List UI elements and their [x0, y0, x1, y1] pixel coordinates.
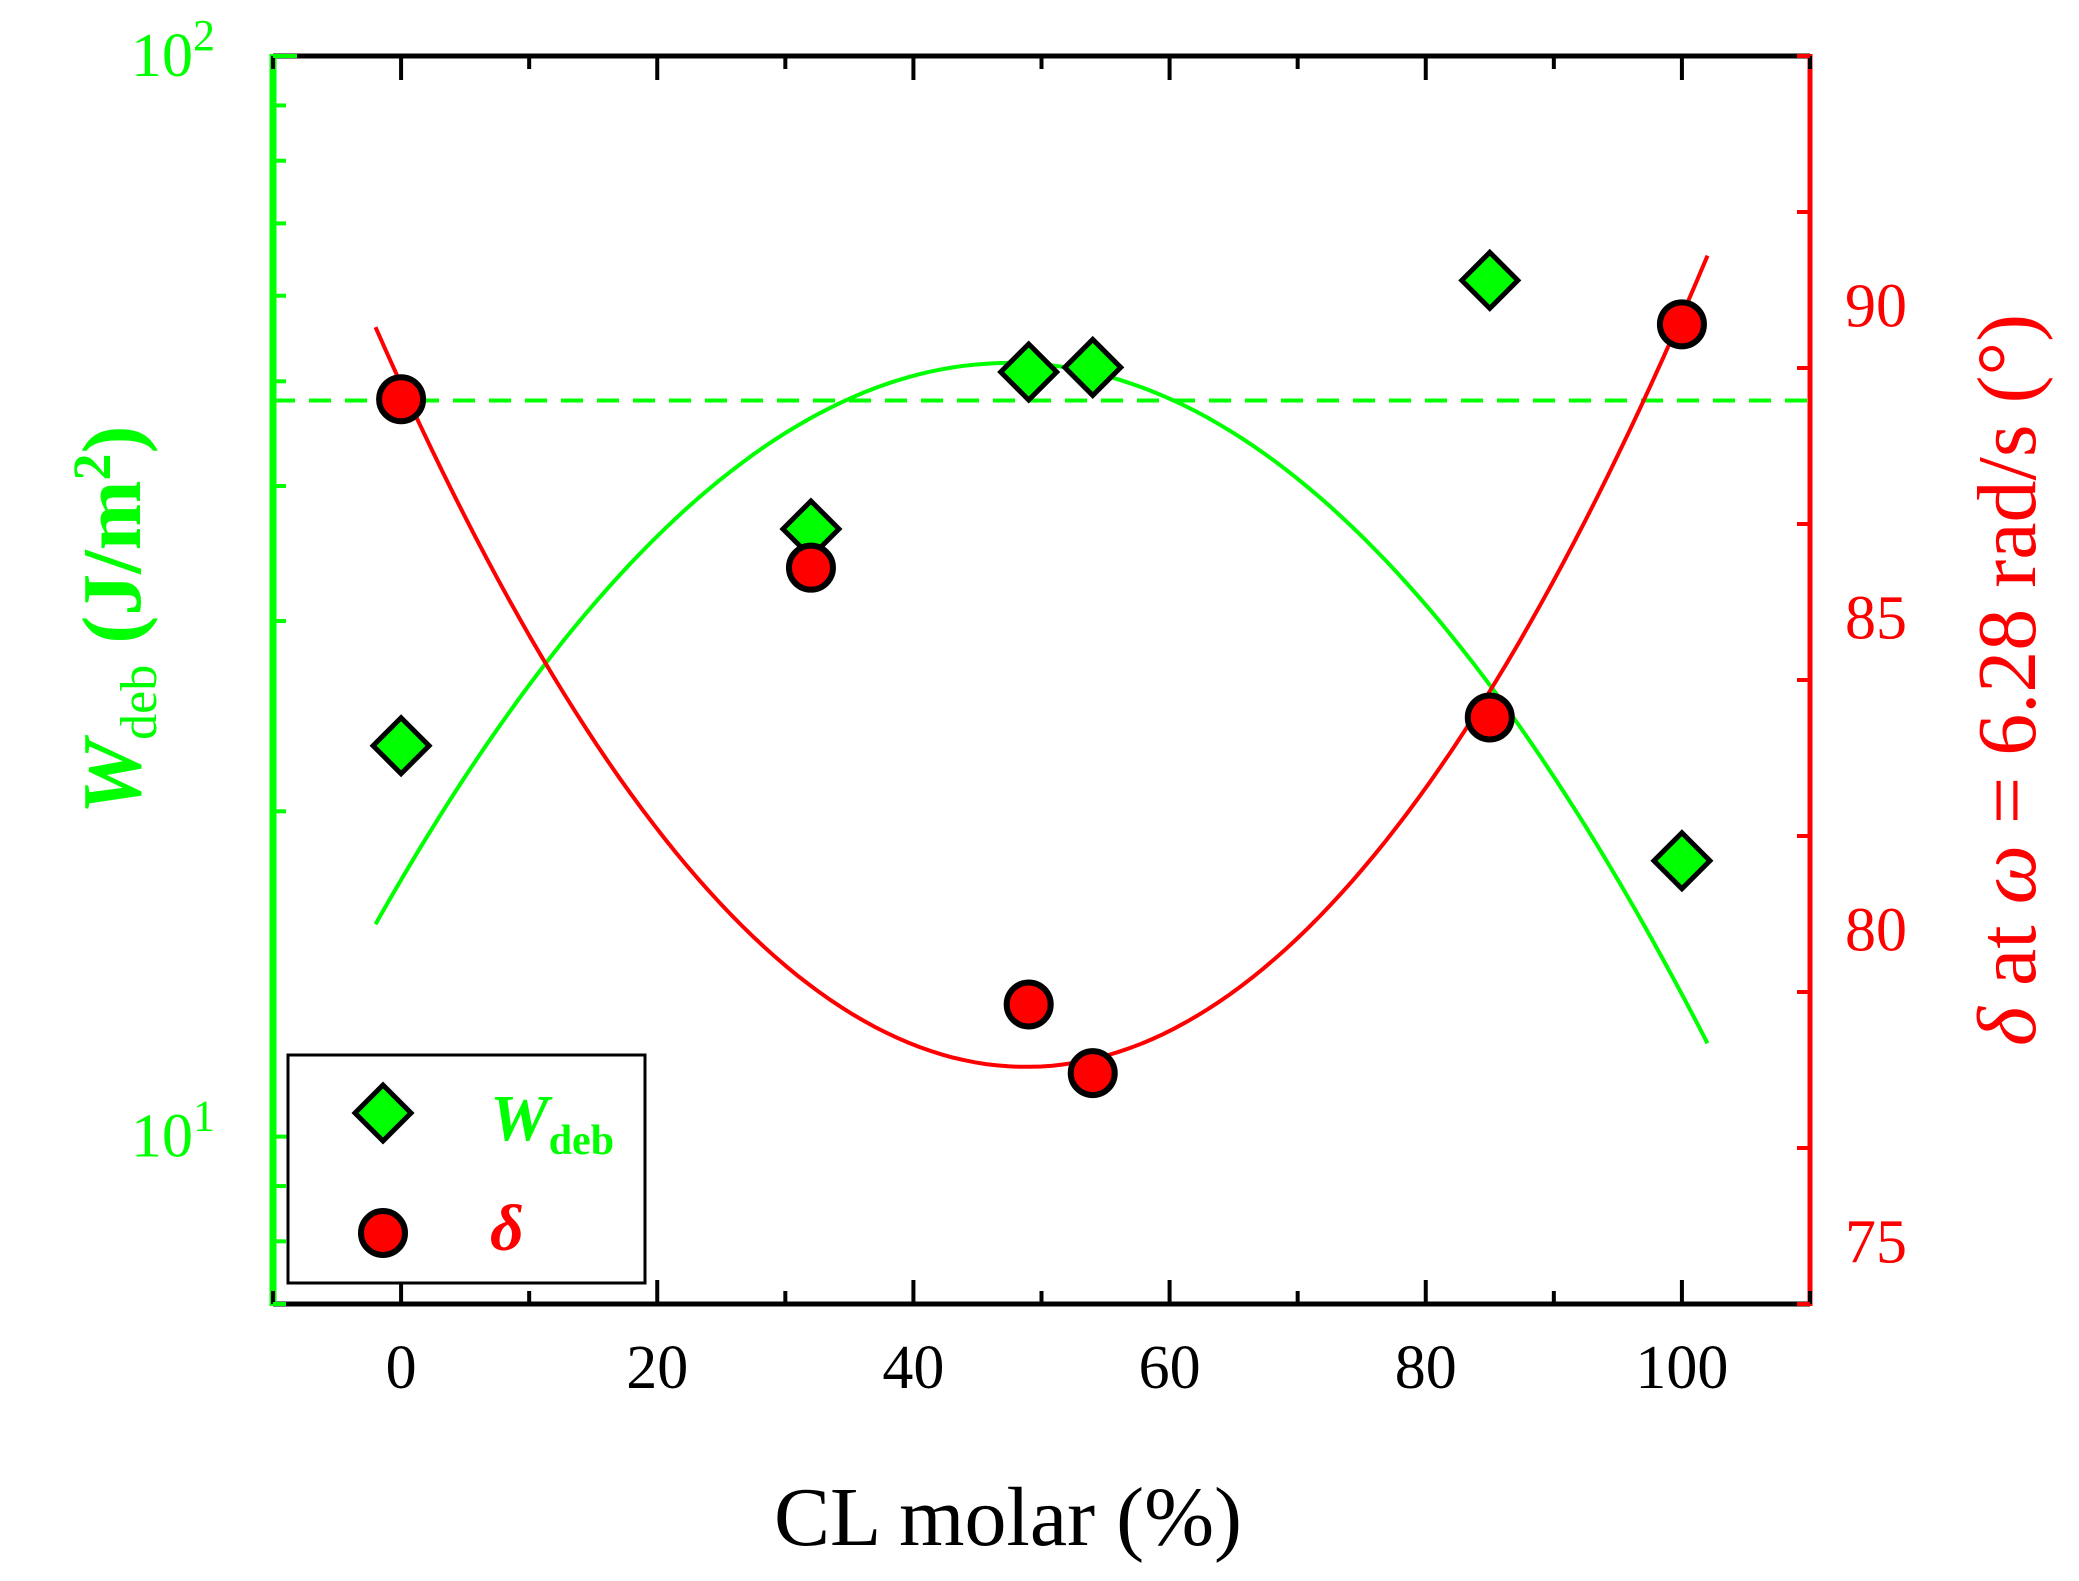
right-tick-label: 90: [1845, 273, 1907, 341]
delta-point: [1003, 979, 1054, 1030]
legend-markers: [351, 1081, 415, 1258]
legend-label-delta: δ: [490, 1192, 524, 1265]
legend-marker-wdeb: [351, 1081, 415, 1145]
legend: Wdeb δ: [286, 1053, 647, 1285]
right-tick-label: 80: [1845, 897, 1907, 965]
left-axis-label-unit: (J/m: [66, 480, 159, 664]
left-axis-label: Wdeb (J/m2): [62, 425, 168, 814]
wdeb-point: [369, 714, 433, 778]
left-axis-label-main: W: [66, 735, 159, 815]
x-tick-label: 0: [386, 1334, 417, 1402]
right-axis-label-close: ): [1961, 314, 2054, 342]
wdeb-point: [1650, 829, 1714, 893]
left-axis-label-sup: 2: [62, 453, 122, 480]
delta-point: [1464, 692, 1515, 743]
right-axis-label-delta: δ: [1961, 1005, 2054, 1046]
plot-area: 0 20 40 60 80 100 101 102 75 80 85 90: [131, 11, 1907, 1402]
legend-wdeb-main: W: [490, 1082, 553, 1155]
legend-wdeb-sub: deb: [549, 1118, 614, 1164]
legend-marker-delta: [358, 1208, 408, 1258]
x-tick-label: 100: [1635, 1334, 1728, 1402]
right-axis-label: δ at ω = 6.28 rad/s (°): [1961, 314, 2054, 1046]
delta-point: [376, 374, 427, 425]
right-axis-label-omega: ω: [1961, 845, 2054, 904]
left-axis-label-close: ): [66, 425, 159, 453]
delta-point: [1067, 1048, 1118, 1099]
right-axis-label-degree: °: [1961, 342, 2054, 376]
legend-label-wdeb: Wdeb: [490, 1082, 614, 1164]
delta-point: [785, 542, 836, 593]
left-tick-label: 101: [131, 1092, 215, 1171]
wdeb-point: [1458, 248, 1522, 312]
wdeb-point: [1061, 335, 1125, 399]
x-axis-label: CL molar (%): [774, 1471, 1242, 1564]
x-tick-label: 20: [626, 1334, 688, 1402]
x-tick-label: 60: [1139, 1334, 1201, 1402]
right-axis-label-mid: at: [1961, 904, 2054, 1007]
x-tick-label: 80: [1395, 1334, 1457, 1402]
legend-box: [286, 1053, 647, 1285]
delta-point: [1656, 299, 1707, 350]
right-tick-label: 75: [1845, 1209, 1907, 1277]
right-tick-label: 85: [1845, 585, 1907, 653]
left-axis-label-sub: deb: [111, 665, 168, 740]
right-axis-label-rest: = 6.28 rad/s (: [1961, 375, 2054, 845]
wdeb-point: [997, 340, 1061, 404]
x-tick-label: 40: [882, 1334, 944, 1402]
left-tick-label: 102: [131, 11, 215, 90]
